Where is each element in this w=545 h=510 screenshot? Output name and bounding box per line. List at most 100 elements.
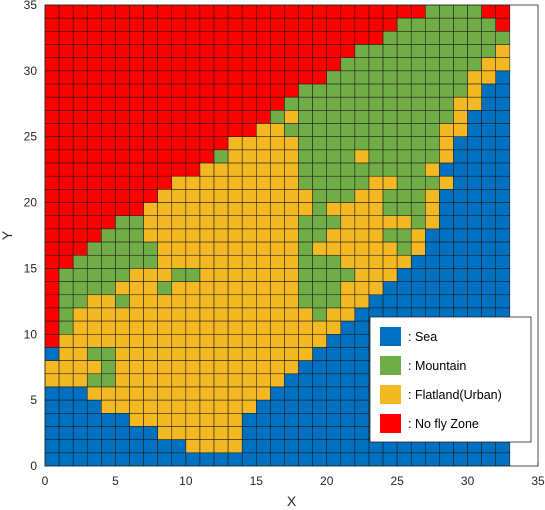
grid-cell	[256, 413, 271, 427]
grid-cell	[256, 334, 271, 348]
grid-cell	[157, 360, 173, 375]
grid-cell	[340, 294, 356, 309]
grid-cell	[312, 254, 327, 269]
grid-cell	[340, 439, 356, 454]
grid-cell	[368, 83, 384, 98]
grid-cell	[410, 175, 426, 190]
grid-cell	[284, 320, 299, 335]
grid-cell	[453, 110, 468, 124]
grid-cell	[425, 149, 440, 164]
grid-cell	[298, 215, 313, 230]
grid-cell	[284, 44, 299, 58]
grid-cell	[410, 17, 426, 32]
grid-cell	[270, 110, 285, 124]
grid-cell	[453, 294, 468, 309]
grid-cell	[340, 215, 356, 230]
grid-cell	[467, 44, 482, 58]
grid-cell	[340, 123, 356, 137]
grid-cell	[241, 44, 257, 58]
grid-cell	[298, 136, 313, 151]
grid-cell	[396, 175, 412, 190]
grid-cell	[241, 17, 257, 32]
grid-cell	[256, 136, 271, 151]
grid-cell	[284, 373, 299, 388]
grid-cell	[213, 268, 229, 282]
grid-cell	[58, 175, 74, 190]
grid-cell	[44, 70, 60, 85]
grid-cell	[382, 31, 398, 45]
grid-cell	[129, 202, 144, 217]
y-tick-label: 30	[24, 64, 38, 78]
grid-cell	[185, 44, 201, 58]
grid-cell	[171, 307, 187, 322]
grid-cell	[72, 347, 88, 361]
grid-cell	[171, 254, 187, 269]
grid-cell	[58, 96, 74, 111]
grid-cell	[425, 228, 440, 243]
grid-cell	[185, 254, 201, 269]
grid-cell	[368, 202, 384, 217]
grid-cell	[101, 413, 116, 427]
grid-cell	[481, 241, 497, 256]
grid-cell	[284, 4, 299, 19]
grid-cell	[143, 241, 158, 256]
grid-cell	[382, 4, 398, 19]
grid-cell	[284, 360, 299, 375]
grid-cell	[481, 281, 497, 296]
grid-cell	[495, 215, 511, 230]
grid-cell	[185, 202, 201, 217]
grid-cell	[185, 399, 201, 414]
grid-cell	[270, 439, 285, 454]
grid-cell	[115, 202, 130, 217]
grid-cell	[439, 149, 454, 164]
grid-cell	[298, 334, 313, 348]
grid-cell	[284, 189, 299, 203]
grid-cell	[227, 373, 243, 388]
grid-cell	[382, 175, 398, 190]
grid-cell	[199, 162, 215, 177]
grid-cell	[312, 123, 327, 137]
grid-cell	[284, 307, 299, 322]
grid-cell	[171, 123, 187, 137]
grid-cell	[396, 110, 412, 124]
grid-cell	[143, 281, 158, 296]
grid-cell	[439, 83, 454, 98]
grid-cell	[213, 57, 229, 72]
grid-cell	[157, 31, 173, 45]
grid-cell	[354, 83, 370, 98]
grid-cell	[410, 281, 426, 296]
grid-cell	[58, 215, 74, 230]
grid-cell	[72, 31, 88, 45]
grid-cell	[86, 241, 102, 256]
grid-cell	[481, 83, 497, 98]
grid-cell	[481, 228, 497, 243]
grid-cell	[44, 254, 60, 269]
grid-cell	[284, 386, 299, 401]
grid-cell	[410, 123, 426, 137]
grid-cell	[101, 426, 116, 440]
grid-cell	[298, 96, 313, 111]
grid-cell	[284, 254, 299, 269]
grid-cell	[340, 228, 356, 243]
grid-cell	[467, 281, 482, 296]
grid-cell	[72, 307, 88, 322]
grid-cell	[354, 347, 370, 361]
grid-cell	[157, 413, 173, 427]
grid-cell	[171, 70, 187, 85]
grid-cell	[425, 17, 440, 32]
grid-cell	[213, 360, 229, 375]
grid-cell	[354, 149, 370, 164]
grid-cell	[481, 149, 497, 164]
grid-cell	[129, 268, 144, 282]
grid-cell	[199, 149, 215, 164]
grid-cell	[256, 228, 271, 243]
grid-cell	[382, 96, 398, 111]
grid-cell	[101, 439, 116, 454]
grid-cell	[256, 202, 271, 217]
grid-cell	[256, 347, 271, 361]
grid-cell	[382, 70, 398, 85]
grid-cell	[72, 4, 88, 19]
grid-cell	[58, 4, 74, 19]
grid-cell	[213, 96, 229, 111]
grid-cell	[256, 83, 271, 98]
